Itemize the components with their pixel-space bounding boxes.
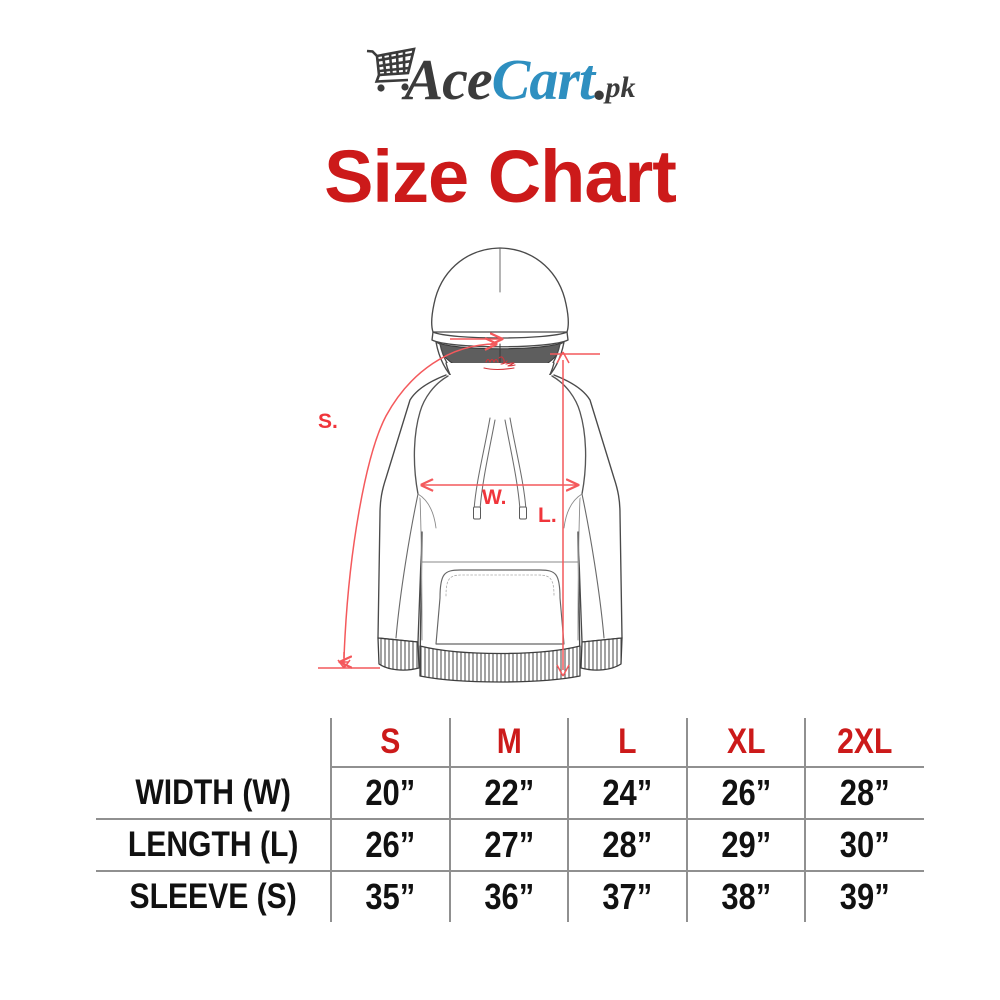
hoodie-technical-drawing: S. W. L. (300, 232, 700, 702)
brand-name-ace: Ace (404, 47, 492, 112)
cell-length-m: 27” (457, 819, 561, 872)
size-header-xl: XL (695, 718, 798, 768)
cell-length-2xl: 30” (813, 819, 916, 872)
brand-tld: pk (605, 71, 636, 104)
size-header-2xl: 2XL (813, 718, 916, 768)
size-chart-table-container: S M L XL 2XL WIDTH (W) 20” 22” 24” 26” 2… (96, 718, 924, 922)
cell-length-xl: 29” (695, 819, 798, 872)
table-row-length: LENGTH (L) 26” 27” 28” 29” 30” (96, 819, 924, 872)
table-header-row: S M L XL 2XL (96, 718, 924, 768)
cell-width-m: 22” (457, 767, 561, 820)
size-header-l: L (576, 718, 680, 768)
cell-length-l: 28” (576, 819, 680, 872)
sleeve-measure-label: S. (318, 410, 338, 433)
cell-width-s: 20” (339, 767, 443, 820)
cell-sleeve-xl: 38” (695, 871, 798, 922)
row-label-length: LENGTH (L) (112, 819, 316, 872)
table-row-width: WIDTH (W) 20” 22” 24” 26” 28” (96, 767, 924, 820)
row-label-sleeve: SLEEVE (S) (112, 871, 316, 922)
brand-name-cart: Cart (491, 47, 595, 112)
row-label-width: WIDTH (W) (112, 767, 316, 820)
cell-sleeve-l: 37” (576, 871, 680, 922)
size-header-s: S (339, 718, 443, 768)
cell-length-s: 26” (339, 819, 443, 872)
brand-logo[interactable]: Ace Cart . pk (0, 44, 1000, 116)
shopping-cart-icon (364, 45, 420, 100)
width-measure-label: W. (482, 486, 507, 509)
cell-sleeve-s: 35” (339, 871, 443, 922)
cell-sleeve-2xl: 39” (840, 876, 891, 917)
length-measure-label: L. (538, 504, 557, 527)
table-row-sleeve: SLEEVE (S) 35” 36” 37” 38” 39” (96, 871, 924, 922)
cell-width-xl: 26” (695, 767, 798, 820)
brand-dot: . (594, 47, 608, 112)
size-chart-table: S M L XL 2XL WIDTH (W) 20” 22” 24” 26” 2… (96, 718, 924, 922)
size-header-m: M (457, 718, 561, 768)
table-corner-cell (112, 718, 316, 767)
cell-width-2xl: 28” (813, 767, 916, 820)
page-title: Size Chart (324, 135, 677, 218)
cell-sleeve-m: 36” (457, 871, 561, 922)
cell-width-l: 24” (576, 767, 680, 820)
